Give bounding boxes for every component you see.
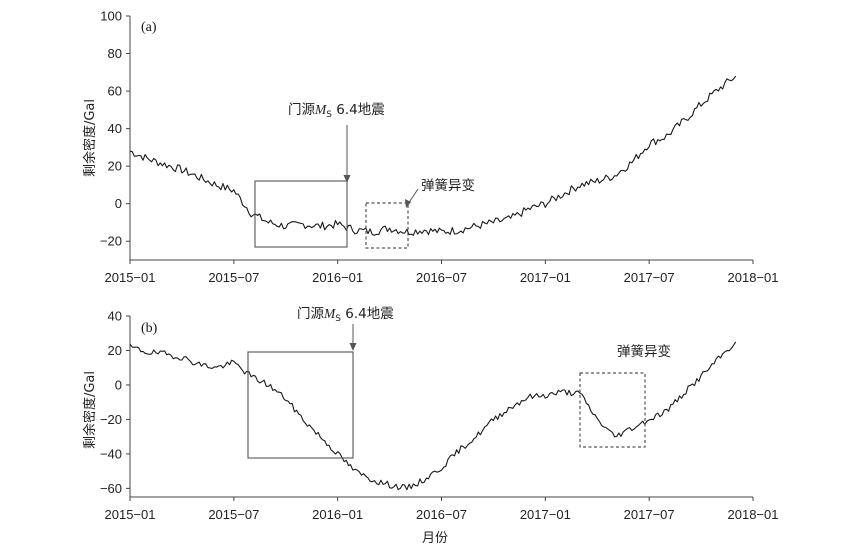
- panel-a-earthquake-label-tail: 6.4地震: [332, 102, 385, 118]
- panel-b-x-axis-label: 月份: [422, 531, 448, 546]
- panel-a-y-tick-label: 20: [108, 159, 122, 174]
- panel-a-earthquake-label: 门源MS 6.4地震: [288, 102, 385, 120]
- panel-b-earthquake-label-main: 门源: [297, 306, 324, 322]
- panel-b-y-tick-label: −40: [100, 446, 122, 461]
- panel-b-label: (b): [141, 321, 158, 336]
- panel-b-earthquake-arrowhead: [349, 343, 357, 351]
- panel-a-earthquake-label-sub: S: [326, 110, 332, 120]
- panel-b-x-tick-label: 2017−07: [624, 507, 675, 522]
- panel-b-y-axis-label: 剩余密度/Gal: [82, 371, 98, 449]
- panel-b: 40 20 0 −20 −40 −60 2015−01 2015−07 2016−01 2016…: [82, 306, 778, 546]
- panel-b-earthquake-label-m: M: [323, 306, 336, 321]
- panel-b-y-tick-label: −60: [100, 481, 122, 496]
- panel-a-earthquake-label-m: M: [314, 102, 327, 117]
- panel-b-x-ticks: 2015−01 2015−07 2016−01 2016−07 2017−01 2017−…: [105, 497, 779, 522]
- panel-a-spring-box: [365, 202, 409, 249]
- panel-b-x-tick-label: 2015−01: [105, 507, 156, 522]
- panel-a-y-tick-label: 100: [100, 9, 122, 24]
- panel-a-axes: [129, 16, 753, 261]
- panel-a-x-tick-label: 2015−07: [208, 270, 259, 285]
- panel-a-y-tick-label: 0: [115, 196, 122, 211]
- panel-a-x-tick-label: 2016−07: [416, 270, 467, 285]
- panel-a-y-tick-label: 60: [108, 84, 122, 99]
- panel-b-x-tick-label: 2016−01: [312, 507, 363, 522]
- panel-b-spring-label: 弹簧异变: [617, 344, 671, 360]
- panel-b-x-tick-label: 2017−01: [520, 507, 571, 522]
- panel-b-y-ticks: 40 20 0 −20 −40 −60: [100, 309, 130, 496]
- panel-a-y-tick-label: 40: [108, 121, 122, 136]
- panel-a-earthquake-label-main: 门源: [288, 102, 315, 118]
- panel-a-spring-arrowhead: [405, 199, 411, 208]
- panel-a-x-tick-label: 2015−01: [105, 270, 156, 285]
- panel-b-spring-box: [579, 372, 646, 448]
- panel-b-y-tick-label: 40: [108, 309, 122, 324]
- panel-a-label: (a): [141, 20, 157, 35]
- panel-b-y-tick-label: −20: [100, 412, 122, 427]
- panel-a-spring-label: 弹簧异变: [421, 178, 475, 194]
- panel-a-x-tick-label: 2017−07: [624, 270, 675, 285]
- panel-b-series-line: [129, 341, 737, 491]
- panel-a-y-tick-label: −20: [100, 234, 122, 249]
- panel-a-y-axis-label: 剩余密度/Gal: [82, 99, 98, 177]
- panel-b-earthquake-label-tail: 6.4地震: [341, 306, 394, 322]
- panel-a-y-ticks: 100 80 60 40 20 0 −20: [100, 9, 130, 249]
- panel-b-y-tick-label: 20: [108, 343, 122, 358]
- panel-a-series-line: [129, 75, 737, 236]
- panel-b-earthquake-label: 门源MS 6.4地震: [297, 306, 394, 324]
- panel-b-earthquake-box: [247, 351, 354, 459]
- panel-a-x-tick-label: 2016−01: [312, 270, 363, 285]
- panel-a-earthquake-arrowhead: [343, 175, 351, 183]
- panel-b-y-tick-label: 0: [115, 377, 122, 392]
- panel-a-x-tick-label: 2017−01: [520, 270, 571, 285]
- panel-b-x-tick-label: 2016−07: [416, 507, 467, 522]
- panel-b-x-tick-label: 2015−07: [208, 507, 259, 522]
- panel-b-earthquake-label-sub: S: [335, 314, 341, 324]
- panel-a-earthquake-box: [254, 180, 348, 248]
- panel-b-x-tick-label: 2018−01: [728, 507, 779, 522]
- panel-a-x-ticks: 2015−01 2015−07 2016−01 2016−07 2017−01 2017−…: [105, 260, 779, 285]
- panel-a-y-tick-label: 80: [108, 46, 122, 61]
- panel-a-x-tick-label: 2018−01: [728, 270, 779, 285]
